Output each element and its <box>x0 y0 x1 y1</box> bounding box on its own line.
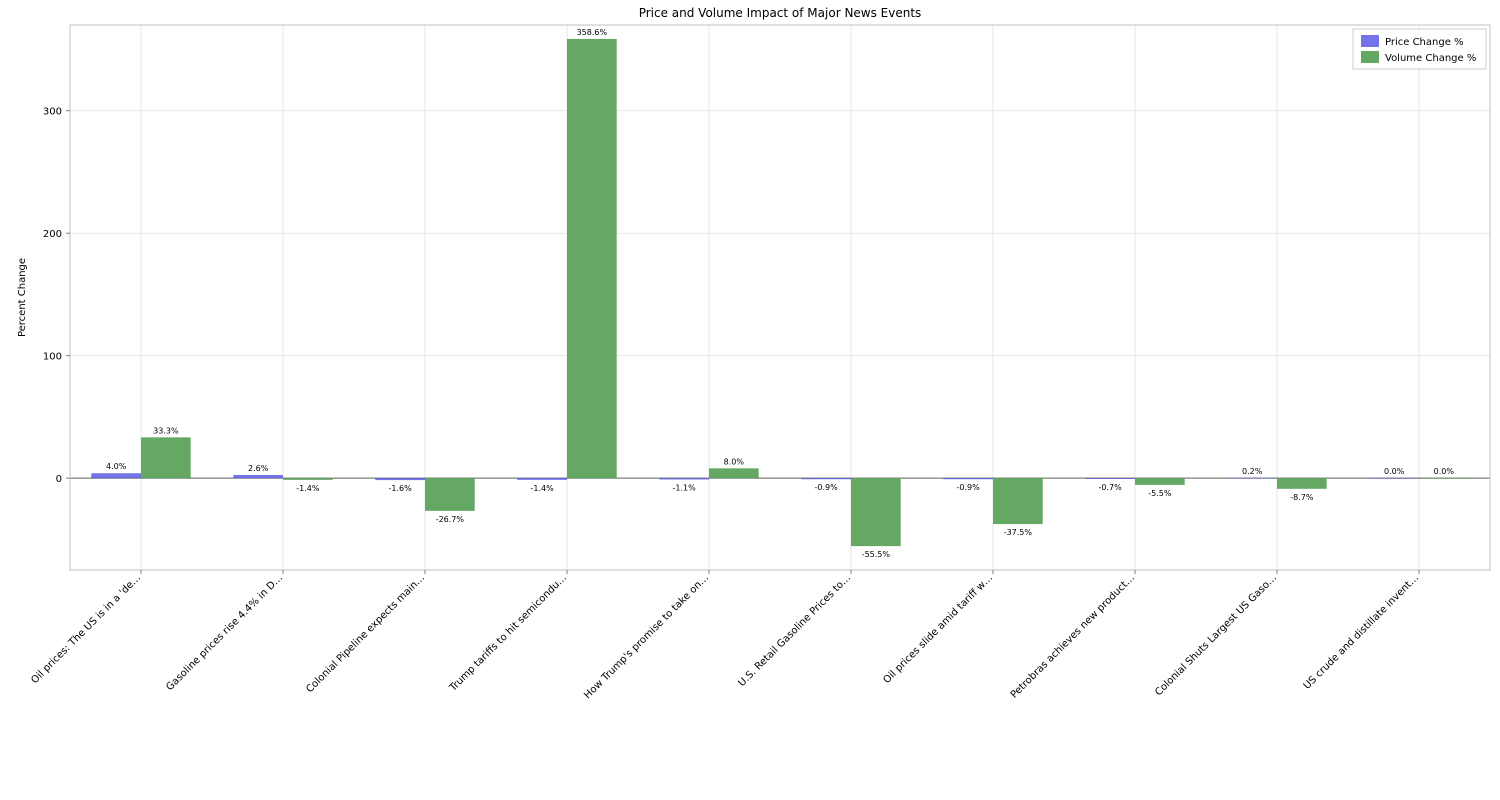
x-category-label: How Trump's promise to take on… <box>582 572 711 701</box>
bar-chart-svg: 4.0% 2.6% -1.6% -1.4% -1.1% -0.9% -0.9% -0.7% 0.… <box>0 0 1500 800</box>
ytick-label: 300 <box>43 107 62 118</box>
ytick-label: 0 <box>56 474 62 485</box>
bar-value-label: -37.5% <box>1004 528 1033 537</box>
legend-label: Volume Change % <box>1385 53 1476 64</box>
x-category-label: Trump tariffs to hit semicondu… <box>447 572 569 694</box>
x-category-label: U.S. Retail Gasoline Prices to… <box>737 572 854 689</box>
legend-swatch <box>1361 35 1379 47</box>
bar-volume <box>567 39 617 478</box>
bar-volume <box>1277 478 1327 489</box>
x-category-label: Oil prices slide amid tariff w… <box>881 572 995 686</box>
bar-value-label: -1.6% <box>389 484 413 493</box>
bar-price <box>1085 478 1135 479</box>
x-category-label: Petrobras achieves new product… <box>1009 572 1137 700</box>
bar-price <box>1227 478 1277 479</box>
bar-value-label: 2.6% <box>248 464 269 473</box>
bar-value-label: 33.3% <box>153 426 179 435</box>
x-category-label: Gasoline prices rise 4.4% in D… <box>164 572 285 693</box>
x-category-label: Oil prices: The US is in a 'de… <box>29 572 143 686</box>
bar-value-label: 4.0% <box>106 462 127 471</box>
chart-container: 4.0% 2.6% -1.6% -1.4% -1.1% -0.9% -0.9% -0.7% 0.… <box>0 0 1500 800</box>
legend-label: Price Change % <box>1385 37 1464 48</box>
bar-price <box>517 478 567 480</box>
bar-volume <box>141 437 191 478</box>
bar-price <box>233 475 283 478</box>
bar-price <box>375 478 425 480</box>
bar-value-label: 8.0% <box>724 457 745 466</box>
bar-value-label: -55.5% <box>862 550 891 559</box>
bar-volume <box>851 478 901 546</box>
bar-value-label: -0.9% <box>957 483 981 492</box>
bar-value-label: 358.6% <box>577 28 608 37</box>
bar-value-label: -1.4% <box>531 484 555 493</box>
legend-swatch <box>1361 51 1379 63</box>
bar-volume <box>1135 478 1185 485</box>
bar-volume <box>993 478 1043 524</box>
x-category-label: US crude and distillate invent… <box>1302 572 1421 691</box>
bar-value-label: -0.9% <box>815 483 839 492</box>
bar-value-label: -5.5% <box>1148 489 1172 498</box>
bar-value-label: -0.7% <box>1099 483 1123 492</box>
chart-title: Price and Volume Impact of Major News Ev… <box>639 6 922 20</box>
bar-value-label: 0.0% <box>1384 467 1405 476</box>
y-axis-label: Percent Change <box>17 258 28 337</box>
bar-value-label: 0.0% <box>1434 467 1455 476</box>
x-category-label: Colonial Shuts Largest US Gaso… <box>1153 572 1279 698</box>
bar-price <box>943 478 993 479</box>
bar-value-label: -1.4% <box>296 484 320 493</box>
bar-volume <box>709 468 759 478</box>
bar-value-label: -1.1% <box>673 483 697 492</box>
x-category-label: Colonial Pipeline expects main… <box>304 572 427 695</box>
bar-price <box>1369 478 1419 479</box>
ytick-label: 200 <box>43 229 62 240</box>
bar-price <box>801 478 851 479</box>
bar-value-label: 0.2% <box>1242 467 1263 476</box>
bar-volume <box>1419 478 1469 479</box>
bar-volume <box>425 478 475 511</box>
bar-price <box>659 478 709 479</box>
legend: Price Change % Volume Change % <box>1353 29 1486 69</box>
bar-value-label: -26.7% <box>436 515 465 524</box>
bar-value-label: -8.7% <box>1290 493 1314 502</box>
bar-price <box>91 473 141 478</box>
bar-volume <box>283 478 333 480</box>
ytick-label: 100 <box>43 352 62 363</box>
